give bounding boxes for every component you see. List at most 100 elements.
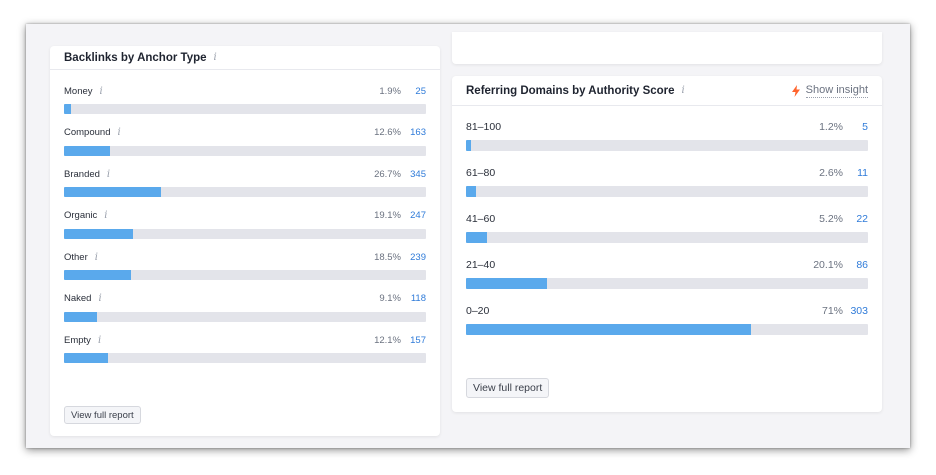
row-percentage: 19.1% bbox=[374, 210, 401, 221]
info-icon[interactable]: i bbox=[213, 52, 217, 63]
row-header: Organic i 19.1% 247 bbox=[64, 209, 426, 223]
row-header: 0–20 71% 303 bbox=[466, 304, 868, 318]
row-label: 81–100 bbox=[466, 121, 502, 133]
progress-track bbox=[466, 232, 868, 243]
list-item: 0–20 71% 303 bbox=[466, 304, 868, 335]
row-header: 41–60 5.2% 22 bbox=[466, 212, 868, 226]
info-icon[interactable]: i bbox=[681, 85, 685, 96]
row-header: 61–80 2.6% 11 bbox=[466, 166, 868, 180]
row-header: Branded i 26.7% 345 bbox=[64, 167, 426, 181]
list-item: 41–60 5.2% 22 bbox=[466, 212, 868, 243]
info-icon[interactable]: i bbox=[117, 127, 121, 138]
progress-fill bbox=[466, 232, 487, 243]
row-header: Naked i 9.1% 118 bbox=[64, 292, 426, 306]
row-count-link[interactable]: 118 bbox=[410, 293, 426, 304]
progress-fill bbox=[64, 270, 131, 280]
progress-fill bbox=[64, 187, 161, 197]
row-header: Money i 1.9% 25 bbox=[64, 84, 426, 98]
row-percentage: 5.2% bbox=[819, 213, 843, 225]
row-count-link[interactable]: 25 bbox=[415, 85, 426, 97]
progress-track bbox=[64, 228, 426, 239]
row-header: Empty i 12.1% 157 bbox=[64, 333, 426, 347]
row-label: Organic bbox=[64, 210, 98, 221]
row-header: 21–40 20.1% 86 bbox=[466, 258, 868, 272]
anchor-type-header: Backlinks by Anchor Type i bbox=[50, 46, 440, 70]
row-label: Other bbox=[64, 251, 88, 263]
row-percentage: 18.5% bbox=[374, 251, 401, 263]
progress-fill bbox=[64, 104, 71, 114]
row-label: 41–60 bbox=[466, 213, 496, 225]
row-percentage: 1.2% bbox=[819, 121, 843, 133]
row-label: 0–20 bbox=[466, 305, 490, 317]
progress-fill bbox=[64, 311, 97, 322]
row-count-link[interactable]: 239 bbox=[410, 251, 426, 263]
info-icon[interactable]: i bbox=[98, 293, 102, 304]
row-count-link[interactable]: 157 bbox=[410, 334, 426, 346]
info-icon[interactable]: i bbox=[104, 210, 108, 221]
progress-track bbox=[64, 353, 426, 363]
progress-fill bbox=[466, 324, 752, 335]
previous-widget-edge bbox=[452, 32, 882, 64]
list-item: Organic i 19.1% 247 bbox=[64, 209, 426, 239]
row-percentage: 9.1% bbox=[379, 293, 401, 304]
row-count-link[interactable]: 345 bbox=[410, 168, 426, 180]
screenshot-frame: Backlinks by Anchor Type i Money i 1.9% 25 C… bbox=[26, 24, 910, 448]
row-percentage: 20.1% bbox=[813, 259, 843, 271]
progress-track bbox=[64, 270, 426, 280]
anchor-type-widget: Backlinks by Anchor Type i Money i 1.9% 25 C… bbox=[50, 46, 440, 436]
list-item: Compound i 12.6% 163 bbox=[64, 126, 426, 156]
progress-track bbox=[64, 104, 426, 114]
progress-track bbox=[64, 145, 426, 156]
row-header: 81–100 1.2% 5 bbox=[466, 120, 868, 134]
row-percentage: 12.1% bbox=[374, 334, 401, 346]
progress-track bbox=[466, 186, 868, 197]
show-insight-label: Show insight bbox=[805, 83, 868, 98]
row-label: Empty bbox=[64, 334, 91, 346]
row-count-link[interactable]: 303 bbox=[850, 305, 868, 317]
row-label: Naked bbox=[64, 293, 92, 304]
info-icon[interactable]: i bbox=[106, 168, 111, 180]
view-full-report-button[interactable]: View full report bbox=[64, 406, 141, 424]
authority-score-widget: Referring Domains by Authority Score i S… bbox=[452, 76, 882, 412]
info-icon[interactable]: i bbox=[97, 334, 102, 346]
row-percentage: 12.6% bbox=[374, 127, 401, 138]
row-percentage: 71% bbox=[821, 305, 843, 317]
progress-fill bbox=[64, 145, 110, 156]
authority-score-title: Referring Domains by Authority Score bbox=[466, 84, 675, 97]
show-insight-link[interactable]: Show insight bbox=[791, 84, 868, 98]
row-count-link[interactable]: 247 bbox=[410, 210, 426, 221]
progress-track bbox=[64, 187, 426, 197]
row-label: 21–40 bbox=[466, 259, 496, 271]
row-percentage: 2.6% bbox=[819, 167, 843, 179]
row-count-link[interactable]: 163 bbox=[410, 127, 426, 138]
progress-track bbox=[466, 140, 868, 151]
info-icon[interactable]: i bbox=[99, 85, 103, 97]
info-icon[interactable]: i bbox=[94, 251, 98, 263]
row-count-link[interactable]: 5 bbox=[862, 121, 868, 133]
row-header: Other i 18.5% 239 bbox=[64, 250, 426, 264]
progress-fill bbox=[64, 353, 108, 363]
progress-fill bbox=[466, 186, 477, 197]
list-item: Empty i 12.1% 157 bbox=[64, 333, 426, 363]
row-count-link[interactable]: 86 bbox=[856, 259, 868, 271]
list-item: 61–80 2.6% 11 bbox=[466, 166, 868, 197]
list-item: Other i 18.5% 239 bbox=[64, 250, 426, 280]
progress-track bbox=[64, 311, 426, 322]
list-item: 81–100 1.2% 5 bbox=[466, 120, 868, 151]
view-full-report-button[interactable]: View full report bbox=[466, 378, 550, 398]
row-percentage: 1.9% bbox=[379, 85, 401, 97]
progress-fill bbox=[466, 140, 471, 151]
authority-score-header: Referring Domains by Authority Score i S… bbox=[452, 76, 882, 106]
row-count-link[interactable]: 22 bbox=[856, 213, 868, 225]
row-count-link[interactable]: 11 bbox=[857, 167, 868, 179]
progress-fill bbox=[64, 228, 134, 239]
progress-track bbox=[466, 278, 868, 289]
progress-fill bbox=[466, 278, 547, 289]
anchor-type-title: Backlinks by Anchor Type bbox=[64, 51, 207, 64]
lightning-bolt-icon bbox=[791, 84, 800, 97]
list-item: Branded i 26.7% 345 bbox=[64, 167, 426, 197]
progress-track bbox=[466, 324, 868, 335]
list-item: Money i 1.9% 25 bbox=[64, 84, 426, 114]
row-header: Compound i 12.6% 163 bbox=[64, 126, 426, 140]
list-item: Naked i 9.1% 118 bbox=[64, 292, 426, 322]
